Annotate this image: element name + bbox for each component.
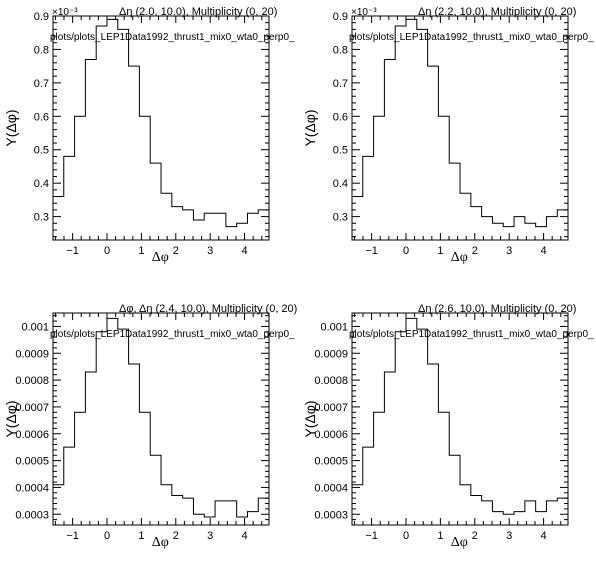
x-tick-label: 2 xyxy=(472,530,478,542)
y-axis-title: Y(Δφ) xyxy=(3,400,19,437)
y-tick-label: 0.5 xyxy=(34,145,49,157)
x-tick-label: 0 xyxy=(104,530,110,542)
y-tick-label: 0.3 xyxy=(333,212,348,224)
y-tick-label: 0.0006 xyxy=(314,429,348,441)
x-tick-label: −1 xyxy=(365,245,378,257)
y-tick-label: 0.001 xyxy=(21,321,49,333)
y-tick-label: 0.7 xyxy=(333,78,348,90)
x-tick-label: 0 xyxy=(403,245,409,257)
chart-panel-2: −1 0 1 2 3 4 0.3 0.4 0.5 0.6 0.7 0.8 0.9 Δη (2.2, 10.… xyxy=(302,6,594,265)
x-tick-label: 4 xyxy=(541,245,547,257)
plot-frame xyxy=(53,313,269,525)
y-axis-title: Y(Δφ) xyxy=(302,400,318,437)
y-tick-label: 0.0005 xyxy=(314,456,348,468)
y-tick-label: 0.0007 xyxy=(15,402,49,414)
x-tick-label: 1 xyxy=(437,245,443,257)
y-tick-label: 0.0009 xyxy=(314,348,348,360)
chart-panel-4: −1 0 1 2 3 4 0.0003 0.0004 0.0005 0.0006 0.0007 0.0… xyxy=(302,303,594,550)
y-tick-label: 0.6 xyxy=(34,111,49,123)
plot-path-label: plots/plots_LEP1Data1992_thrust1_mix0_wt… xyxy=(50,32,295,43)
y-tick-label: 0.9 xyxy=(34,11,49,23)
y-tick-label: 0.0006 xyxy=(15,429,49,441)
y-tick-label: 0.5 xyxy=(333,145,348,157)
x-tick-label: 0 xyxy=(104,245,110,257)
plot-frame xyxy=(352,313,568,525)
x-axis-title: Δφ xyxy=(451,535,468,550)
y-tick-label: 0.6 xyxy=(333,111,348,123)
x-tick-label: 3 xyxy=(506,245,512,257)
y-tick-label: 0.7 xyxy=(34,78,49,90)
chart-title: Δφ, Δη (2.4, 10.0), Multiplicity (0, 20) xyxy=(119,303,297,315)
x-tick-label: 4 xyxy=(541,530,547,542)
plot-path-label: plots/plots_LEP1Data1992_thrust1_mix0_wt… xyxy=(50,329,295,340)
y-tick-label: 0.4 xyxy=(333,178,348,190)
x-tick-label: 4 xyxy=(242,530,248,542)
plot-frame xyxy=(352,16,568,240)
x-tick-label: −1 xyxy=(66,245,79,257)
y-tick-label: 0.9 xyxy=(333,11,348,23)
y-tick-label: 0.0005 xyxy=(15,456,49,468)
x-tick-label: 2 xyxy=(173,530,179,542)
y-tick-label: 0.0003 xyxy=(15,509,49,521)
x-tick-label: 1 xyxy=(437,530,443,542)
y-tick-label: 0.3 xyxy=(34,212,49,224)
x-tick-label: 2 xyxy=(173,245,179,257)
histogram-line xyxy=(53,318,269,517)
histogram-line xyxy=(352,19,568,226)
y-tick-label: 0.0004 xyxy=(15,482,49,494)
y-tick-label: 0.0003 xyxy=(314,509,348,521)
chart-title: Δη (2.0, 10.0), Multiplicity (0, 20) xyxy=(119,6,277,18)
x-tick-label: 3 xyxy=(207,245,213,257)
y-tick-label: 0.0008 xyxy=(314,375,348,387)
y-axis-title: Y(Δφ) xyxy=(302,109,318,146)
x-tick-label: 0 xyxy=(403,530,409,542)
x-axis-title: Δφ xyxy=(451,250,468,265)
histogram-line xyxy=(53,19,269,226)
plot-frame xyxy=(53,16,269,240)
chart-panel-1: −1 0 1 2 3 4 0.3 0.4 0.5 0.6 0.7 0.8 0.9 Δη (2.0, 10.… xyxy=(3,6,295,265)
y-tick-label: 0.001 xyxy=(320,321,348,333)
y-tick-label: 0.0004 xyxy=(314,482,348,494)
y-tick-label: 0.0007 xyxy=(314,402,348,414)
chart-panel-3: −1 0 1 2 3 4 0.0003 0.0004 0.0005 0.0006 0.0007 0.0… xyxy=(3,303,297,550)
y-tick-label: 0.8 xyxy=(34,44,49,56)
x-axis-title: Δφ xyxy=(152,250,169,265)
chart-title: Δη (2.6, 10.0), Multiplicity (0, 20) xyxy=(418,303,576,315)
y-axis-title: Y(Δφ) xyxy=(3,109,19,146)
x-tick-label: 3 xyxy=(207,530,213,542)
plot-path-label: plots/plots_LEP1Data1992_thrust1_mix0_wt… xyxy=(349,329,594,340)
y-multiplier: ×10⁻³ xyxy=(351,7,377,18)
x-tick-label: 4 xyxy=(242,245,248,257)
histogram-line xyxy=(352,318,568,514)
x-tick-label: 1 xyxy=(138,530,144,542)
y-tick-label: 0.4 xyxy=(34,178,49,190)
x-tick-label: 3 xyxy=(506,530,512,542)
y-multiplier: ×10⁻³ xyxy=(52,7,78,18)
x-tick-label: −1 xyxy=(365,530,378,542)
y-tick-label: 0.8 xyxy=(333,44,348,56)
plot-path-label: plots/plots_LEP1Data1992_thrust1_mix0_wt… xyxy=(349,32,594,43)
x-tick-label: 1 xyxy=(138,245,144,257)
x-tick-label: 2 xyxy=(472,245,478,257)
y-tick-label: 0.0008 xyxy=(15,375,49,387)
chart-title: Δη (2.2, 10.0), Multiplicity (0, 20) xyxy=(418,6,576,18)
y-tick-label: 0.0009 xyxy=(15,348,49,360)
x-axis-title: Δφ xyxy=(152,535,169,550)
x-tick-label: −1 xyxy=(66,530,79,542)
